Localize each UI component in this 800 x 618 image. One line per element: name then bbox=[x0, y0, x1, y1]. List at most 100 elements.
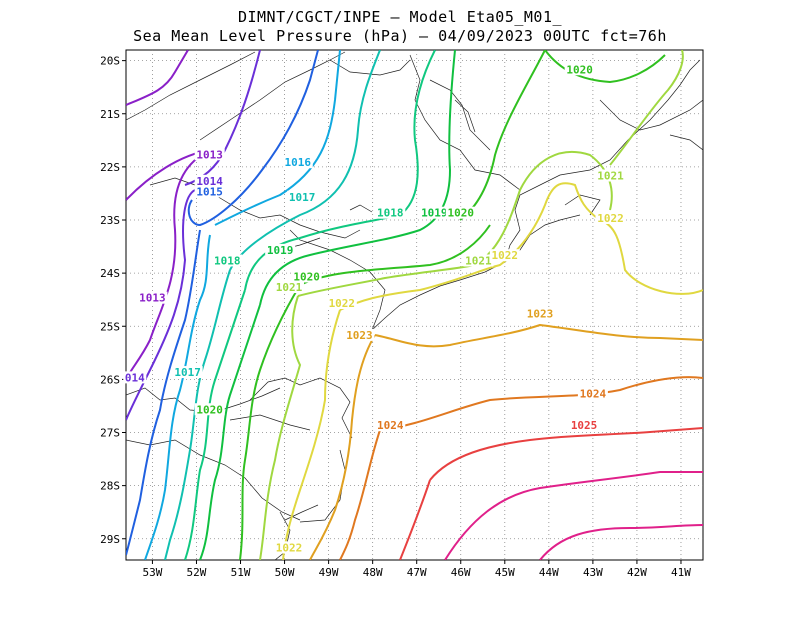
isobar-label: 1017 bbox=[289, 191, 316, 204]
isobar-label-bg bbox=[564, 63, 595, 76]
isobar-label-bg bbox=[344, 328, 375, 341]
tick-label-lat: 23S bbox=[100, 214, 120, 227]
isobar-1019-south bbox=[199, 304, 261, 560]
tick-label-lon: 52W bbox=[187, 566, 207, 579]
isobar-1026 bbox=[444, 471, 703, 560]
isobar-label: 1013 bbox=[196, 148, 223, 161]
isobar-label: 1022 bbox=[329, 297, 356, 310]
isobar-label-bg bbox=[194, 174, 225, 187]
isobar-label-bg bbox=[577, 387, 608, 400]
isobar-label-bg bbox=[419, 206, 450, 219]
isobar-1024-south bbox=[339, 429, 381, 560]
isobar-label: 1016 bbox=[285, 156, 312, 169]
isobar-label: 1024 bbox=[580, 387, 607, 400]
isobar-1022-south bbox=[282, 309, 341, 560]
isobar-label: 1022 bbox=[492, 249, 519, 262]
isobar-label: 1014 bbox=[196, 175, 223, 188]
isobar-1023-south bbox=[309, 334, 376, 560]
isobar-label-bg bbox=[595, 212, 626, 224]
tick-label-lon: 50W bbox=[275, 566, 295, 579]
tick-label-lon: 53W bbox=[142, 566, 162, 579]
isobar-label: 1018 bbox=[214, 255, 241, 268]
isobar-label-bg bbox=[287, 190, 318, 203]
isobar-label: 1013 bbox=[139, 292, 166, 305]
isobar-1020-south bbox=[239, 284, 301, 560]
tick-label-lat: 26S bbox=[100, 373, 120, 386]
isobar-1022-1 bbox=[339, 182, 703, 311]
isobar-label-bg bbox=[595, 169, 626, 182]
coastline bbox=[126, 51, 703, 560]
isobar-label: 1021 bbox=[597, 170, 624, 183]
isobar-label: 1022 bbox=[597, 212, 624, 225]
tick-label-lat: 20S bbox=[100, 55, 120, 68]
isobar-label: 1020 bbox=[566, 63, 593, 76]
isobar-label: 1023 bbox=[527, 308, 554, 321]
tick-label-lon: 49W bbox=[319, 566, 339, 579]
isobar-labels: 1013 1013 1014 014 1015 1016 1017 1017 1018 1018 1… bbox=[123, 63, 626, 554]
isobar-label: 1019 bbox=[267, 244, 294, 257]
plot-frame bbox=[125, 49, 704, 561]
isobar-1016 bbox=[214, 50, 341, 226]
isobar-label-bg bbox=[137, 291, 168, 304]
isobar-label-bg bbox=[194, 185, 225, 198]
isobar-1016-south bbox=[144, 234, 211, 560]
isobar-label: 1025 bbox=[571, 419, 598, 432]
isobar-1021-2 bbox=[609, 50, 684, 166]
isobar-label-bg bbox=[569, 419, 600, 432]
isobar-1019 bbox=[259, 50, 456, 306]
chart-title-line2: Sea Mean Level Pressure (hPa) – 04/09/20… bbox=[133, 27, 667, 45]
tick-label-lon: 43W bbox=[583, 566, 603, 579]
isobar-1021-south bbox=[259, 295, 302, 560]
tick-label-lat: 24S bbox=[100, 267, 120, 280]
isobar-1020-3 bbox=[299, 224, 491, 286]
tick-label-lon: 51W bbox=[231, 566, 251, 579]
chart-title-line1: DIMNT/CGCT/INPE – Model Eta05_M01_ bbox=[237, 8, 563, 26]
isobar-label: 1017 bbox=[174, 366, 201, 379]
isobar-label-bg bbox=[375, 206, 406, 219]
tick-label-lon: 47W bbox=[407, 566, 427, 579]
isobar-1020-2 bbox=[544, 50, 666, 84]
isobar-label-bg bbox=[375, 419, 406, 432]
isobar-label: 1018 bbox=[377, 207, 404, 220]
isobar-1027 bbox=[539, 524, 703, 560]
isobar-label: 1019 bbox=[421, 207, 448, 220]
tick-label-lon: 44W bbox=[539, 566, 559, 579]
isobar-label-bg bbox=[265, 243, 296, 256]
isobar-1025-south bbox=[399, 479, 431, 560]
isobar-label-bg bbox=[463, 254, 494, 267]
isobar-1020-1 bbox=[459, 50, 546, 221]
isobar-label: 1020 bbox=[293, 270, 320, 283]
tick-label-lat: 27S bbox=[100, 427, 120, 440]
isobar-label-bg bbox=[194, 403, 225, 416]
isobar-label-bg bbox=[212, 254, 243, 267]
isobar-label: 1020 bbox=[196, 403, 223, 416]
isobar-1021-3 bbox=[297, 264, 476, 297]
isobar-label-bg bbox=[326, 297, 357, 309]
tick-label-lon: 48W bbox=[363, 566, 383, 579]
tick-label-lat: 21S bbox=[100, 108, 120, 121]
tick-label-lat: 22S bbox=[100, 161, 120, 174]
isobar-1023 bbox=[374, 323, 703, 348]
isobar-label-bg bbox=[273, 281, 304, 294]
isobar-label: 1020 bbox=[447, 207, 474, 220]
isobar-label-bg bbox=[525, 307, 556, 320]
isobar-1015 bbox=[187, 50, 319, 227]
tick-label-lon: 45W bbox=[495, 566, 515, 579]
isobars bbox=[126, 50, 703, 560]
isobar-label: 1022 bbox=[276, 541, 303, 554]
tick-label-lon: 41W bbox=[671, 566, 691, 579]
isobar-1025 bbox=[429, 427, 703, 481]
isobar-1015-south bbox=[126, 229, 201, 556]
isobar-label-bg bbox=[123, 371, 147, 384]
isobar-1013-west bbox=[126, 149, 211, 381]
tick-label-lat: 29S bbox=[100, 533, 120, 546]
isobar-label-bg bbox=[489, 249, 520, 262]
tick-label-lon: 42W bbox=[627, 566, 647, 579]
isobar-label-bg bbox=[445, 206, 476, 219]
isobar-label-bg bbox=[291, 270, 322, 283]
tick-label-lat: 25S bbox=[100, 320, 120, 333]
isobar-1014-west bbox=[126, 189, 196, 421]
isobar-label: 014 bbox=[125, 371, 145, 384]
isobar-1024 bbox=[379, 376, 703, 431]
